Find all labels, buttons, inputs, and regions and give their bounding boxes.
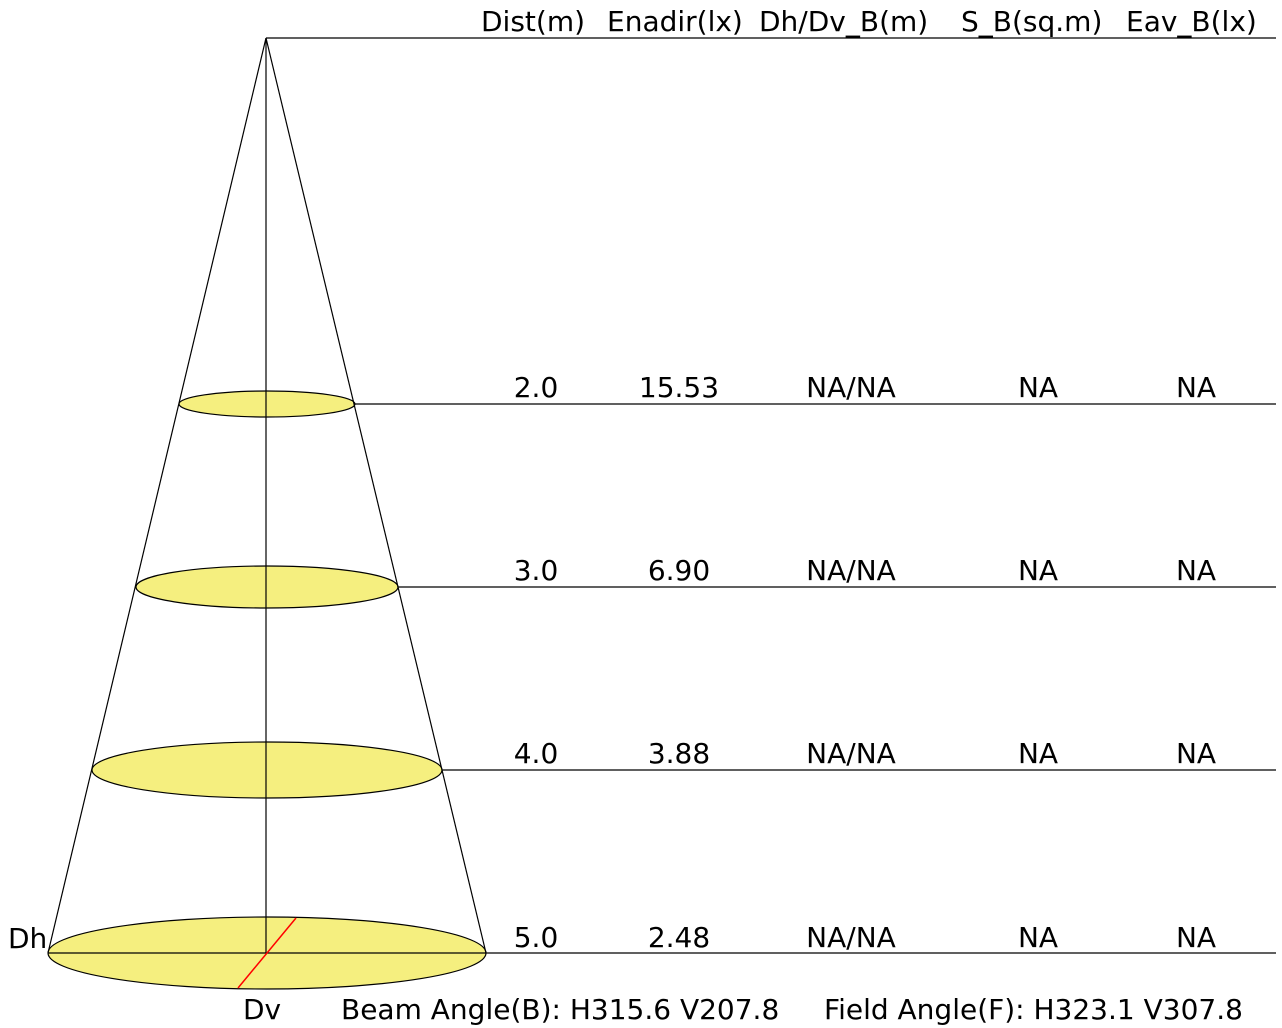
header-dhdv: Dh/Dv_B(m): [759, 5, 928, 38]
header-enadir: Enadir(lx): [607, 5, 743, 38]
row-2-dist: 3.0: [514, 554, 559, 587]
row-3-enadir: 3.88: [648, 737, 710, 770]
row-1-dhdv: NA/NA: [806, 371, 896, 404]
header-dist: Dist(m): [481, 5, 585, 38]
row-1-enadir: 15.53: [639, 371, 719, 404]
field-angle-text: Field Angle(F): H323.1 V307.8: [824, 993, 1243, 1026]
row-3-dhdv: NA/NA: [806, 737, 896, 770]
row-4-dist: 5.0: [514, 921, 559, 954]
dv-diameter-line: [237, 917, 297, 989]
row-4-sb: NA: [1018, 921, 1058, 954]
row-4-dhdv: NA/NA: [806, 921, 896, 954]
header-eav: Eav_B(lx): [1126, 5, 1257, 38]
row-2-eav: NA: [1176, 554, 1216, 587]
beam-angle-text: Beam Angle(B): H315.6 V207.8: [341, 993, 779, 1026]
beam-ellipse-1: [178, 390, 356, 418]
row-1-dist: 2.0: [514, 371, 559, 404]
row-4-enadir: 2.48: [648, 921, 710, 954]
row-3-sb: NA: [1018, 737, 1058, 770]
header-sb: S_B(sq.m): [961, 5, 1102, 38]
row-4-eav: NA: [1176, 921, 1216, 954]
row-3-dist: 4.0: [514, 737, 559, 770]
row-2-dhdv: NA/NA: [806, 554, 896, 587]
row-1-eav: NA: [1176, 371, 1216, 404]
dh-label: Dh: [8, 922, 47, 955]
beam-ellipse-2: [135, 565, 399, 609]
row-1-sb: NA: [1018, 371, 1058, 404]
row-2-sb: NA: [1018, 554, 1058, 587]
row-3-eav: NA: [1176, 737, 1216, 770]
dv-label: Dv: [243, 993, 281, 1026]
row-2-enadir: 6.90: [648, 554, 710, 587]
cone-right-edge: [265, 37, 487, 954]
beam-ellipse-3: [91, 741, 443, 799]
cone-left-edge: [47, 37, 267, 954]
